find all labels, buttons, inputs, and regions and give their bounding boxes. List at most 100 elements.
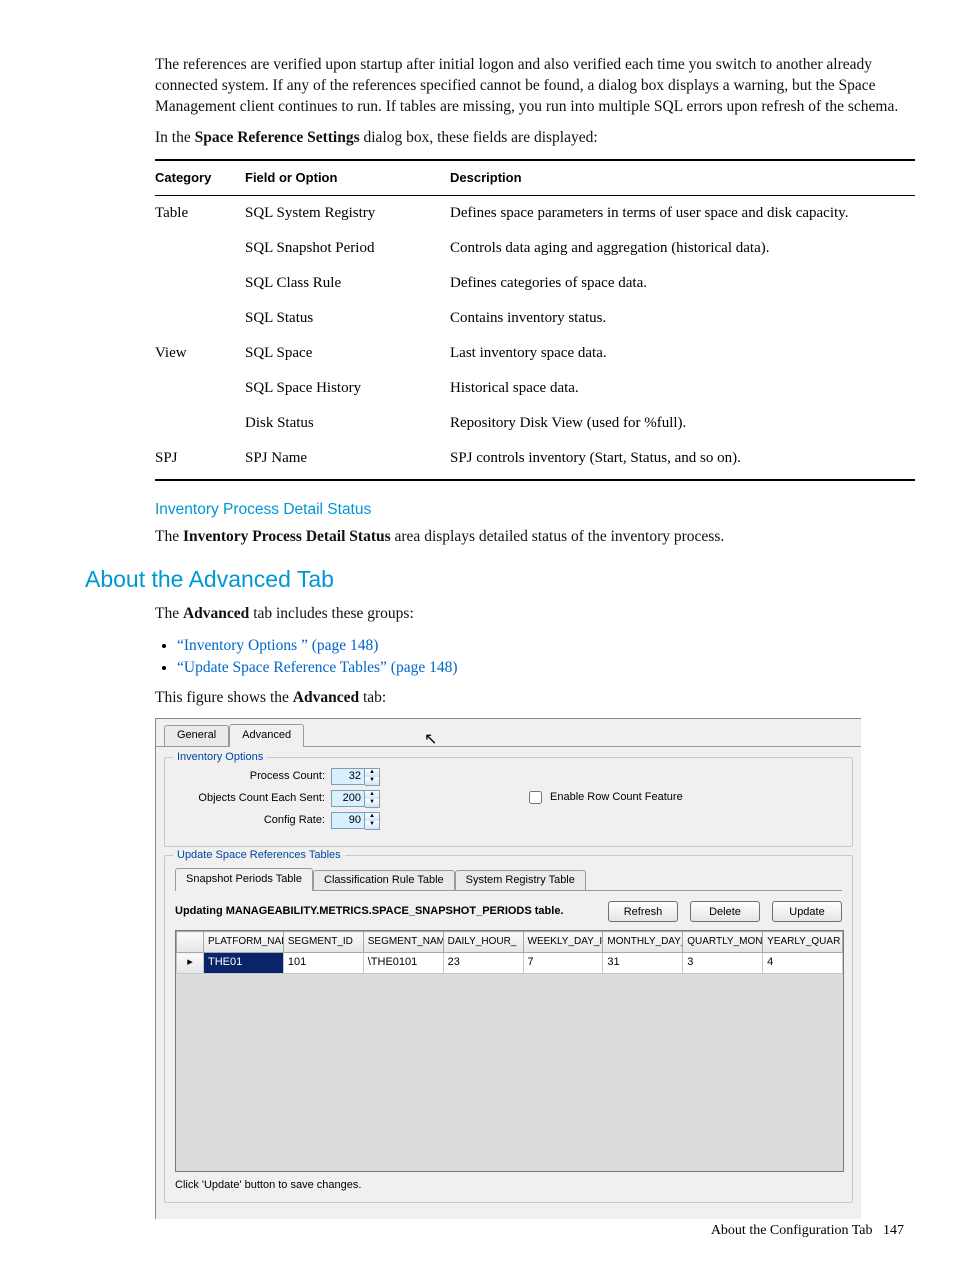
ref-cell-desc: Historical space data. xyxy=(450,371,915,406)
ref-cell-category: Table xyxy=(155,195,245,231)
grid-cell[interactable]: 3 xyxy=(683,953,763,973)
link-inventory-options[interactable]: “Inventory Options ” (page 148) xyxy=(177,637,378,654)
grid-header[interactable]: YEARLY_QUAR xyxy=(763,932,843,953)
config-rate-input[interactable] xyxy=(331,812,365,829)
grid-cell[interactable]: 31 xyxy=(603,953,683,973)
footer-text: About the Configuration Tab xyxy=(711,1223,873,1238)
adv-bold: Advanced xyxy=(183,605,249,622)
enable-row-count-label: Enable Row Count Feature xyxy=(550,790,683,805)
ipds-pre: The xyxy=(155,528,183,545)
link-update-space[interactable]: “Update Space Reference Tables” (page 14… xyxy=(177,659,458,676)
grid-header[interactable]: SEGMENT_ID xyxy=(283,932,363,953)
bullet-update-space: “Update Space Reference Tables” (page 14… xyxy=(177,657,904,679)
grid-cell[interactable]: 7 xyxy=(523,953,603,973)
grid-header[interactable]: WEEKLY_DAY_I xyxy=(523,932,603,953)
ref-cell-field: SQL Snapshot Period xyxy=(245,231,450,266)
config-rate-spinner[interactable]: ▲▼ xyxy=(331,812,380,830)
intro-paragraph-2: In the Space Reference Settings dialog b… xyxy=(155,128,904,149)
ref-cell-field: SQL System Registry xyxy=(245,195,450,231)
ipds-post: area displays detailed status of the inv… xyxy=(391,528,725,545)
ref-cell-category xyxy=(155,371,245,406)
ref-cell-field: SQL Class Rule xyxy=(245,266,450,301)
updating-label: Updating MANAGEABILITY.METRICS.SPACE_SNA… xyxy=(175,904,596,919)
grid-row-header[interactable]: ▸ xyxy=(177,953,204,973)
ref-cell-field: SPJ Name xyxy=(245,441,450,480)
tab-advanced[interactable]: Advanced xyxy=(229,724,304,746)
ref-cell-category xyxy=(155,301,245,336)
refresh-button[interactable]: Refresh xyxy=(608,901,678,922)
sub-tabstrip: Snapshot Periods Table Classification Ru… xyxy=(175,868,842,890)
spin-down-icon[interactable]: ▼ xyxy=(365,777,379,785)
grid-header[interactable]: DAILY_HOUR_ xyxy=(443,932,523,953)
objects-count-spinner[interactable]: ▲▼ xyxy=(331,790,380,808)
intro-p2-pre: In the xyxy=(155,129,195,146)
ref-cell-field: Disk Status xyxy=(245,406,450,441)
figure-caption: This figure shows the Advanced tab: xyxy=(155,688,904,709)
grid-header[interactable]: QUARTLY_MON xyxy=(683,932,763,953)
inventory-options-group: Inventory Options Process Count: ▲▼ Obje… xyxy=(164,757,853,847)
ref-cell-field: SQL Space History xyxy=(245,371,450,406)
advanced-bullets: “Inventory Options ” (page 148) “Update … xyxy=(155,635,904,680)
grid-cell[interactable]: 23 xyxy=(443,953,523,973)
spin-up-icon[interactable]: ▲ xyxy=(365,791,379,799)
objects-count-input[interactable] xyxy=(331,790,365,807)
process-count-spinner[interactable]: ▲▼ xyxy=(331,768,380,786)
page-footer: About the Configuration Tab 147 xyxy=(711,1221,904,1241)
adv-pre: The xyxy=(155,605,183,622)
update-button[interactable]: Update xyxy=(772,901,842,922)
grid-header[interactable] xyxy=(177,932,204,953)
enable-row-count-input[interactable] xyxy=(529,791,542,804)
grid-cell[interactable]: 101 xyxy=(283,953,363,973)
main-tabstrip: General Advanced xyxy=(156,719,861,745)
ref-cell-field: SQL Status xyxy=(245,301,450,336)
enable-row-count-checkbox[interactable]: Enable Row Count Feature xyxy=(525,788,683,807)
ipds-bold: Inventory Process Detail Status xyxy=(183,528,391,545)
fig-pre: This figure shows the xyxy=(155,689,293,706)
ref-th-category: Category xyxy=(155,160,245,196)
advanced-intro: The Advanced tab includes these groups: xyxy=(155,604,904,625)
ref-cell-desc: Defines space parameters in terms of use… xyxy=(450,195,915,231)
snapshot-grid[interactable]: PLATFORM_NAISEGMENT_IDSEGMENT_NAMDAILY_H… xyxy=(175,930,844,1172)
ref-cell-desc: Contains inventory status. xyxy=(450,301,915,336)
grid-cell-selected[interactable]: THE01 xyxy=(204,953,284,973)
grid-cell[interactable]: \THE0101 xyxy=(363,953,443,973)
advanced-tab-screenshot: General Advanced ↖ Inventory Options Pro… xyxy=(155,718,861,1218)
grid-cell[interactable]: 4 xyxy=(763,953,843,973)
process-count-label: Process Count: xyxy=(175,769,331,784)
intro-p2-post: dialog box, these fields are displayed: xyxy=(360,129,598,146)
update-space-ref-title: Update Space References Tables xyxy=(173,848,345,863)
ref-cell-desc: Last inventory space data. xyxy=(450,336,915,371)
update-space-ref-group: Update Space References Tables Snapshot … xyxy=(164,855,853,1203)
config-rate-label: Config Rate: xyxy=(175,813,331,828)
advanced-heading: About the Advanced Tab xyxy=(85,563,904,595)
ref-cell-desc: Repository Disk View (used for %full). xyxy=(450,406,915,441)
grid-header[interactable]: PLATFORM_NAI xyxy=(204,932,284,953)
ref-cell-category xyxy=(155,266,245,301)
adv-post: tab includes these groups: xyxy=(249,605,413,622)
spin-down-icon[interactable]: ▼ xyxy=(365,799,379,807)
intro-p2-bold: Space Reference Settings xyxy=(195,129,360,146)
subtab-classification[interactable]: Classification Rule Table xyxy=(313,870,455,890)
grid-header[interactable]: SEGMENT_NAM xyxy=(363,932,443,953)
ref-cell-desc: Defines categories of space data. xyxy=(450,266,915,301)
ref-cell-field: SQL Space xyxy=(245,336,450,371)
delete-button[interactable]: Delete xyxy=(690,901,760,922)
ref-cell-desc: SPJ controls inventory (Start, Status, a… xyxy=(450,441,915,480)
process-count-input[interactable] xyxy=(331,768,365,785)
spin-up-icon[interactable]: ▲ xyxy=(365,769,379,777)
ref-cell-category: SPJ xyxy=(155,441,245,480)
subtab-snapshot[interactable]: Snapshot Periods Table xyxy=(175,868,313,891)
objects-count-label: Objects Count Each Sent: xyxy=(175,791,331,806)
ipds-heading: Inventory Process Detail Status xyxy=(155,499,904,521)
footer-page: 147 xyxy=(883,1223,904,1238)
grid-header[interactable]: MONTHLY_DAY_ xyxy=(603,932,683,953)
spin-up-icon[interactable]: ▲ xyxy=(365,813,379,821)
intro-paragraph-1: The references are verified upon startup… xyxy=(155,55,904,118)
fig-post: tab: xyxy=(359,689,386,706)
spin-down-icon[interactable]: ▼ xyxy=(365,821,379,829)
ref-th-desc: Description xyxy=(450,160,915,196)
grid-empty-area xyxy=(176,974,843,1173)
subtab-registry[interactable]: System Registry Table xyxy=(455,870,586,890)
inventory-options-title: Inventory Options xyxy=(173,750,267,765)
tab-general[interactable]: General xyxy=(164,725,229,745)
